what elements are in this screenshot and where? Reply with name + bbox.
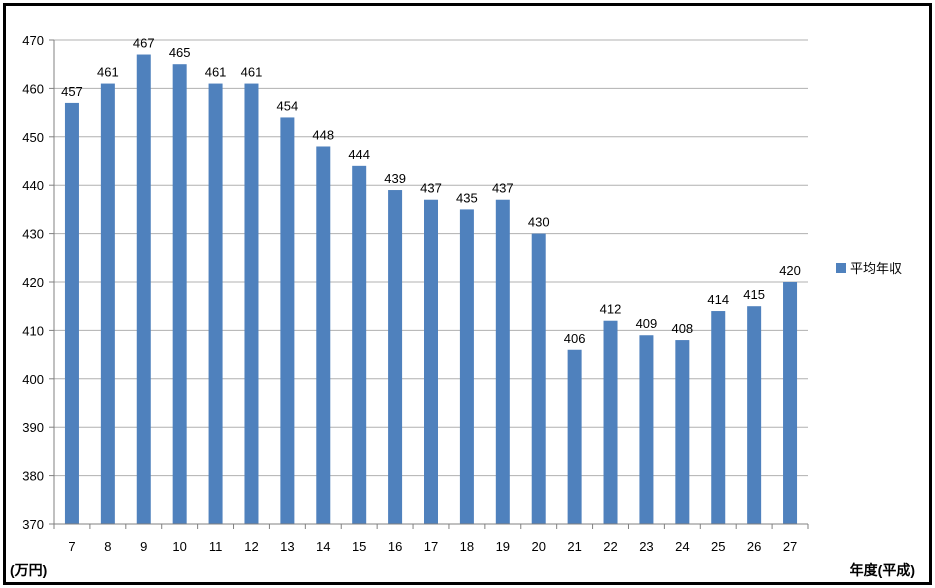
legend-label: 平均年収 — [850, 262, 902, 277]
data-label: 444 — [348, 147, 370, 162]
bar — [244, 83, 259, 524]
y-tick-label: 420 — [22, 275, 44, 290]
y-tick-label: 450 — [22, 130, 44, 145]
data-label: 412 — [600, 302, 622, 317]
x-tick-label: 26 — [747, 539, 761, 554]
x-tick-label: 14 — [316, 539, 330, 554]
legend-swatch — [836, 263, 846, 273]
data-label: 457 — [61, 84, 83, 99]
data-label: 439 — [384, 171, 406, 186]
bar — [603, 320, 618, 524]
x-axis-title: 年度(平成) — [850, 562, 915, 578]
data-label: 408 — [671, 321, 693, 336]
data-label: 415 — [743, 287, 765, 302]
x-tick-label: 16 — [388, 539, 402, 554]
bar — [459, 209, 474, 524]
x-tick-label: 17 — [424, 539, 438, 554]
data-label: 437 — [420, 181, 442, 196]
data-label: 409 — [636, 316, 658, 331]
data-label: 430 — [528, 215, 550, 230]
x-tick-label: 15 — [352, 539, 366, 554]
data-label: 461 — [241, 65, 263, 80]
x-tick-label: 27 — [783, 539, 797, 554]
bar — [388, 190, 403, 525]
data-label: 414 — [707, 292, 729, 307]
x-tick-label: 21 — [567, 539, 581, 554]
bar — [783, 282, 798, 524]
y-tick-label: 400 — [22, 372, 44, 387]
data-label: 448 — [312, 127, 334, 142]
x-tick-label: 25 — [711, 539, 725, 554]
data-label: 461 — [97, 65, 119, 80]
y-axis-unit-label: (万円) — [10, 562, 47, 578]
y-tick-label: 430 — [22, 227, 44, 242]
bar — [208, 83, 223, 524]
bar — [424, 199, 438, 524]
bar — [531, 233, 546, 524]
data-label: 454 — [277, 98, 299, 113]
y-tick-label: 380 — [22, 469, 44, 484]
bar — [280, 117, 295, 524]
data-label: 435 — [456, 190, 478, 205]
x-tick-label: 22 — [603, 539, 617, 554]
data-label: 406 — [564, 331, 586, 346]
y-tick-label: 410 — [22, 323, 44, 338]
x-tick-label: 10 — [172, 539, 186, 554]
data-labels: 457 461 467 465 461 461 454 448 444 439 437 435 437 4… — [61, 36, 801, 346]
axes — [49, 39, 809, 529]
bar-series — [64, 54, 798, 525]
y-tick-label: 460 — [22, 81, 44, 96]
x-tick-label: 13 — [280, 539, 294, 554]
y-tick-label: 470 — [22, 33, 44, 48]
x-tick-label: 9 — [140, 539, 147, 554]
data-label: 437 — [492, 181, 514, 196]
x-axis-tick-labels: 7 8 9 10 11 12 13 14 15 16 17 18 19 20 21 22 23 24 25 26 27 — [68, 539, 797, 554]
y-tick-label: 440 — [22, 178, 44, 193]
data-label: 420 — [779, 263, 801, 278]
y-axis-tick-labels: 370 380 390 400 410 420 430 440 450 460 470 — [22, 33, 44, 532]
x-tick-label: 8 — [104, 539, 111, 554]
bar — [711, 311, 726, 524]
x-tick-label: 24 — [675, 539, 689, 554]
bar — [495, 199, 510, 524]
data-label: 467 — [133, 36, 155, 51]
data-label: 461 — [205, 65, 227, 80]
bar — [100, 83, 115, 524]
bar — [639, 335, 654, 524]
x-tick-label: 23 — [639, 539, 653, 554]
bar — [675, 340, 690, 524]
bar — [316, 146, 331, 525]
x-tick-label: 11 — [209, 539, 223, 554]
y-tick-label: 390 — [22, 420, 44, 435]
x-tick-label: 12 — [244, 539, 258, 554]
x-tick-label: 19 — [496, 539, 510, 554]
legend: 平均年収 — [836, 262, 902, 277]
bar — [136, 54, 151, 525]
data-label: 465 — [169, 45, 191, 60]
x-tick-label: 20 — [531, 539, 545, 554]
bar — [747, 306, 762, 524]
bar — [352, 165, 367, 524]
x-tick-label: 18 — [460, 539, 474, 554]
x-tick-label: 7 — [68, 539, 75, 554]
bar — [64, 102, 79, 525]
y-tick-label: 370 — [22, 517, 44, 532]
bar — [172, 64, 187, 524]
bar — [567, 349, 582, 524]
